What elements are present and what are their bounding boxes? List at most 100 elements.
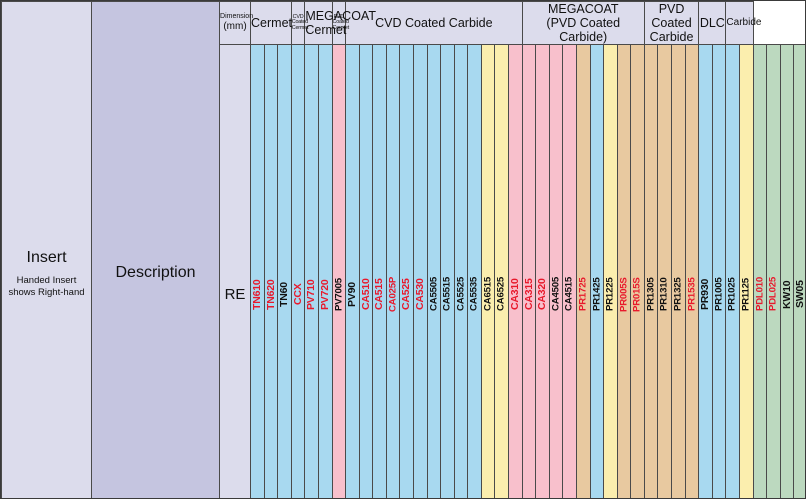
description-header: Description (91, 1, 221, 498)
grade-label: KW10 (780, 280, 793, 309)
grade-column-pr930[interactable]: PR930 (698, 44, 713, 498)
grade-column-ca5505[interactable]: CA5505 (426, 44, 442, 498)
grade-column-pr1425[interactable]: PR1425 (589, 44, 605, 498)
dimension-unit: (mm) (223, 21, 247, 33)
grade-column-ca530[interactable]: CA530 (413, 44, 428, 498)
grade-column-ca5535[interactable]: CA5535 (467, 44, 482, 498)
grade-column-ca4505[interactable]: CA4505 (548, 44, 564, 498)
category-label: CVD Coated Cermet (291, 13, 309, 31)
grade-label: PR1725 (577, 277, 589, 312)
grade-label: CA310 (509, 278, 522, 311)
category-label: DLC (699, 16, 725, 30)
grade-column-ca6525[interactable]: CA6525 (494, 44, 510, 498)
category-label: CVD Coated Carbide (375, 16, 493, 30)
grade-column-pdl025[interactable]: PDL025 (766, 44, 781, 498)
grade-label: PR1425 (591, 277, 602, 312)
grade-column-pv7005[interactable]: PV7005 (331, 44, 347, 498)
grade-label: PR015S (631, 277, 643, 312)
grade-column-pdl010[interactable]: PDL010 (752, 44, 768, 498)
grade-label: PR1005 (713, 277, 725, 312)
description-title: Description (115, 264, 196, 281)
grade-label: SW05 (794, 280, 806, 309)
grade-column-ccx[interactable]: CCX (290, 44, 306, 498)
category-header-cermet: Cermet (250, 1, 292, 45)
grade-label: TN60 (278, 282, 291, 307)
grade-column-ca525[interactable]: CA525 (399, 44, 414, 498)
grade-column-tn620[interactable]: TN620 (263, 44, 279, 498)
category-label: MEGACOAT (547, 2, 619, 16)
grade-label: CCX (291, 283, 304, 306)
grade-label: CA525 (400, 278, 413, 311)
grade-column-pr1310[interactable]: PR1310 (657, 44, 673, 498)
grade-column-pr1025[interactable]: PR1025 (725, 44, 740, 498)
grade-column-pr005s[interactable]: PR005S (616, 44, 632, 498)
grade-column-pr015s[interactable]: PR015S (630, 44, 645, 498)
grade-label: CA515 (373, 278, 386, 311)
grade-column-ca515[interactable]: CA515 (372, 44, 387, 498)
grade-label: CA315 (522, 278, 535, 311)
grade-label: CA5525 (455, 277, 467, 312)
grade-column-kw10[interactable]: KW10 (779, 44, 795, 498)
grade-column-pr1535[interactable]: PR1535 (684, 44, 700, 498)
insert-header: Insert Handed Insert shows Right-hand (1, 1, 93, 498)
grade-label: CA320 (536, 278, 549, 311)
category-label: PVD Coated Cermet (332, 13, 350, 31)
insert-sub-line2: shows Right-hand (8, 286, 85, 298)
category-header-cvd-coated-cermet: CVD Coated Cermet (290, 1, 309, 45)
grade-label: PR1305 (645, 277, 657, 312)
grade-column-pr1305[interactable]: PR1305 (643, 44, 659, 498)
grade-column-sw05[interactable]: SW05 (793, 44, 806, 498)
category-header-megacoat: MEGACOAT (PVD Coated Carbide) (521, 1, 645, 45)
grade-column-ca5525[interactable]: CA5525 (453, 44, 469, 498)
grade-column-ca4515[interactable]: CA4515 (562, 44, 577, 498)
grade-column-pv710[interactable]: PV710 (304, 44, 319, 498)
grade-column-ca310[interactable]: CA310 (508, 44, 523, 498)
grade-column-pr1725[interactable]: PR1725 (575, 44, 591, 498)
category-header-dlc: DLC (698, 1, 727, 45)
grade-label: CA6515 (482, 277, 494, 312)
grade-column-pv720[interactable]: PV720 (317, 44, 333, 498)
grade-label: CA5535 (468, 277, 480, 312)
category-label: Cermet (251, 16, 292, 30)
grade-label: PR1535 (686, 277, 698, 312)
grade-label: CA5505 (428, 277, 440, 312)
grade-label: CA510 (359, 278, 372, 311)
grade-label: PR1125 (740, 278, 752, 311)
grade-column-ca315[interactable]: CA315 (521, 44, 537, 498)
grade-column-ca320[interactable]: CA320 (535, 44, 550, 498)
category-label: MEGACOAT (305, 9, 376, 23)
grade-label: PV710 (305, 279, 318, 310)
category-header-cvd-coated-carbide: CVD Coated Carbide (345, 1, 523, 45)
grade-column-ca5515[interactable]: CA5515 (440, 44, 455, 498)
grade-column-pr1005[interactable]: PR1005 (711, 44, 727, 498)
category-label: PVD Coated (651, 2, 692, 30)
insert-title: Insert (26, 249, 67, 267)
grade-column-pv90[interactable]: PV90 (345, 44, 360, 498)
grade-label: PV90 (346, 282, 359, 307)
grade-column-pr1325[interactable]: PR1325 (671, 44, 686, 498)
grade-label: PV720 (318, 279, 331, 310)
category-header-carbide: Carbide (725, 1, 761, 45)
grade-column-pr1125[interactable]: PR1125 (739, 44, 754, 498)
grade-column-pr1225[interactable]: PR1225 (603, 44, 618, 498)
grade-label: PDL010 (754, 277, 766, 312)
grade-column-ca510[interactable]: CA510 (358, 44, 374, 498)
grade-label: PR1025 (726, 277, 738, 312)
category-sublabel: (PVD Coated Carbide) (546, 16, 621, 44)
category-sublabel: Cermet (305, 23, 347, 37)
re-label: RE (224, 286, 246, 303)
grade-column-tn610[interactable]: TN610 (250, 44, 265, 498)
header-grade-row: RE TN610 TN620 TN60 CCX PV710 PV720 PV7005 PV90 C… (2, 44, 806, 498)
category-header-megacoat: MEGACOAT Cermet (304, 1, 376, 45)
re-header: RE (219, 44, 252, 498)
grade-label: PR1225 (604, 277, 616, 312)
grade-column-ca6515[interactable]: CA6515 (480, 44, 496, 498)
grade-label: PV7005 (333, 278, 345, 311)
grade-label: PDL025 (767, 277, 779, 312)
grade-column-ca025p[interactable]: CA025P (385, 44, 401, 498)
grade-column-tn60[interactable]: TN60 (277, 44, 292, 498)
grade-label: PR005S (618, 277, 630, 312)
